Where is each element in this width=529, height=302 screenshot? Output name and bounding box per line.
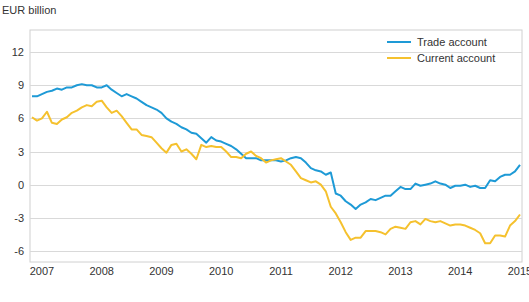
y-tick-label: 6 xyxy=(18,112,24,124)
legend-label: Current account xyxy=(417,52,495,64)
y-tick-label: 9 xyxy=(18,79,24,91)
grid-line xyxy=(30,118,522,119)
x-tick-label: 2013 xyxy=(388,265,412,277)
x-tick-label: 2015 xyxy=(508,265,529,277)
grid-line xyxy=(30,218,522,219)
plot-area xyxy=(32,84,520,243)
axis-title: EUR billion xyxy=(2,4,56,16)
y-tick-label: 3 xyxy=(18,146,24,158)
grid-line xyxy=(30,152,522,153)
y-tick-label: -3 xyxy=(14,212,24,224)
y-tick-label: 0 xyxy=(18,179,24,191)
x-tick-label: 2007 xyxy=(30,265,54,277)
grid-line xyxy=(30,251,522,252)
x-tick-label: 2012 xyxy=(328,265,352,277)
legend-swatch xyxy=(387,41,411,43)
x-tick-label: 2009 xyxy=(149,265,173,277)
plot-frame xyxy=(30,30,522,262)
x-tick-label: 2008 xyxy=(89,265,113,277)
legend-label: Trade account xyxy=(417,36,487,48)
chart: -6 -3 0 3 6 9 12 2007 2008 2009 2010 2011 2012 2013 20… xyxy=(0,0,529,302)
x-tick-label: 2011 xyxy=(269,265,293,277)
y-tick-label: 12 xyxy=(12,46,24,58)
series-line xyxy=(32,84,520,209)
x-tick-label: 2014 xyxy=(448,265,472,277)
series-line xyxy=(32,101,520,244)
legend-swatch xyxy=(387,57,411,59)
x-tick-label: 2010 xyxy=(209,265,233,277)
y-tick-label: -6 xyxy=(14,245,24,257)
